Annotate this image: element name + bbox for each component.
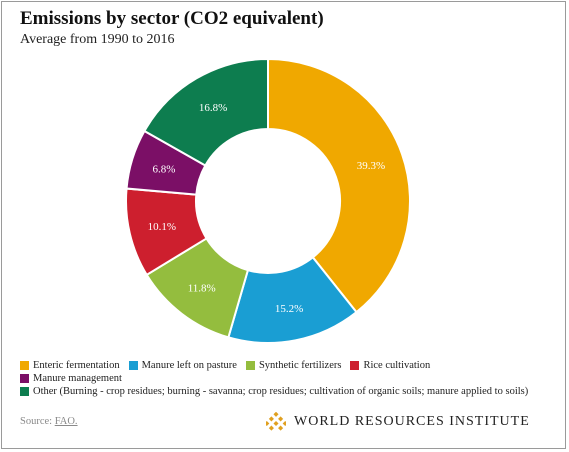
legend-label: Synthetic fertilizers (258, 360, 342, 371)
legend-swatch (128, 361, 138, 370)
wri-diamond-logo-icon (266, 412, 286, 431)
legend-item-rice-cultivation: Rice cultivation (350, 359, 430, 372)
legend-label: Enteric fermentation (33, 360, 120, 371)
slice-label-1: 15.2% (275, 303, 303, 315)
source-link[interactable]: FAO. (54, 416, 78, 427)
legend-row-1: Enteric fermentation Manure left on past… (20, 359, 550, 372)
legend: Enteric fermentation Manure left on past… (20, 359, 550, 398)
legend-label: Other (Burning - crop residues; burning … (33, 386, 529, 397)
legend-swatch (245, 361, 255, 370)
slice-label-2: 11.8% (188, 283, 216, 295)
legend-item-manure-left-on-pasture: Manure left on pasture (128, 359, 237, 372)
source-prefix: Source: (20, 416, 55, 427)
donut-slice-5 (143, 57, 269, 167)
legend-item-enteric-fermentation: Enteric fermentation (20, 359, 120, 372)
legend-label: Manure management (33, 373, 122, 384)
slice-label-5: 16.8% (199, 102, 227, 114)
legend-item-synthetic-fertilizers: Synthetic fertilizers (245, 359, 342, 372)
legend-row-3: Other (Burning - crop residues; burning … (20, 385, 550, 398)
legend-label: Manure left on pasture (141, 360, 237, 371)
wri-logo: WORLD RESOURCES INSTITUTE (266, 412, 530, 432)
legend-swatch (20, 374, 29, 383)
source-note: Source: FAO. (20, 416, 78, 427)
slice-label-4: 6.8% (152, 164, 175, 176)
legend-swatch (20, 387, 29, 396)
chart-subtitle: Average from 1990 to 2016 (20, 32, 175, 47)
legend-item-manure-management: Manure management (20, 372, 122, 385)
wri-brand-name: WORLD RESOURCES INSTITUTE (294, 414, 530, 429)
slice-label-3: 10.1% (148, 221, 176, 233)
legend-label: Rice cultivation (363, 360, 431, 371)
legend-item-other: Other (Burning - crop residues; burning … (20, 385, 528, 398)
legend-swatch (350, 361, 360, 370)
chart-title: Emissions by sector (CO2 equivalent) (20, 8, 324, 29)
legend-swatch (20, 361, 29, 370)
legend-row-2: Manure management (20, 372, 550, 385)
slice-label-0: 39.3% (357, 160, 385, 172)
donut-slice-0 (267, 57, 411, 314)
